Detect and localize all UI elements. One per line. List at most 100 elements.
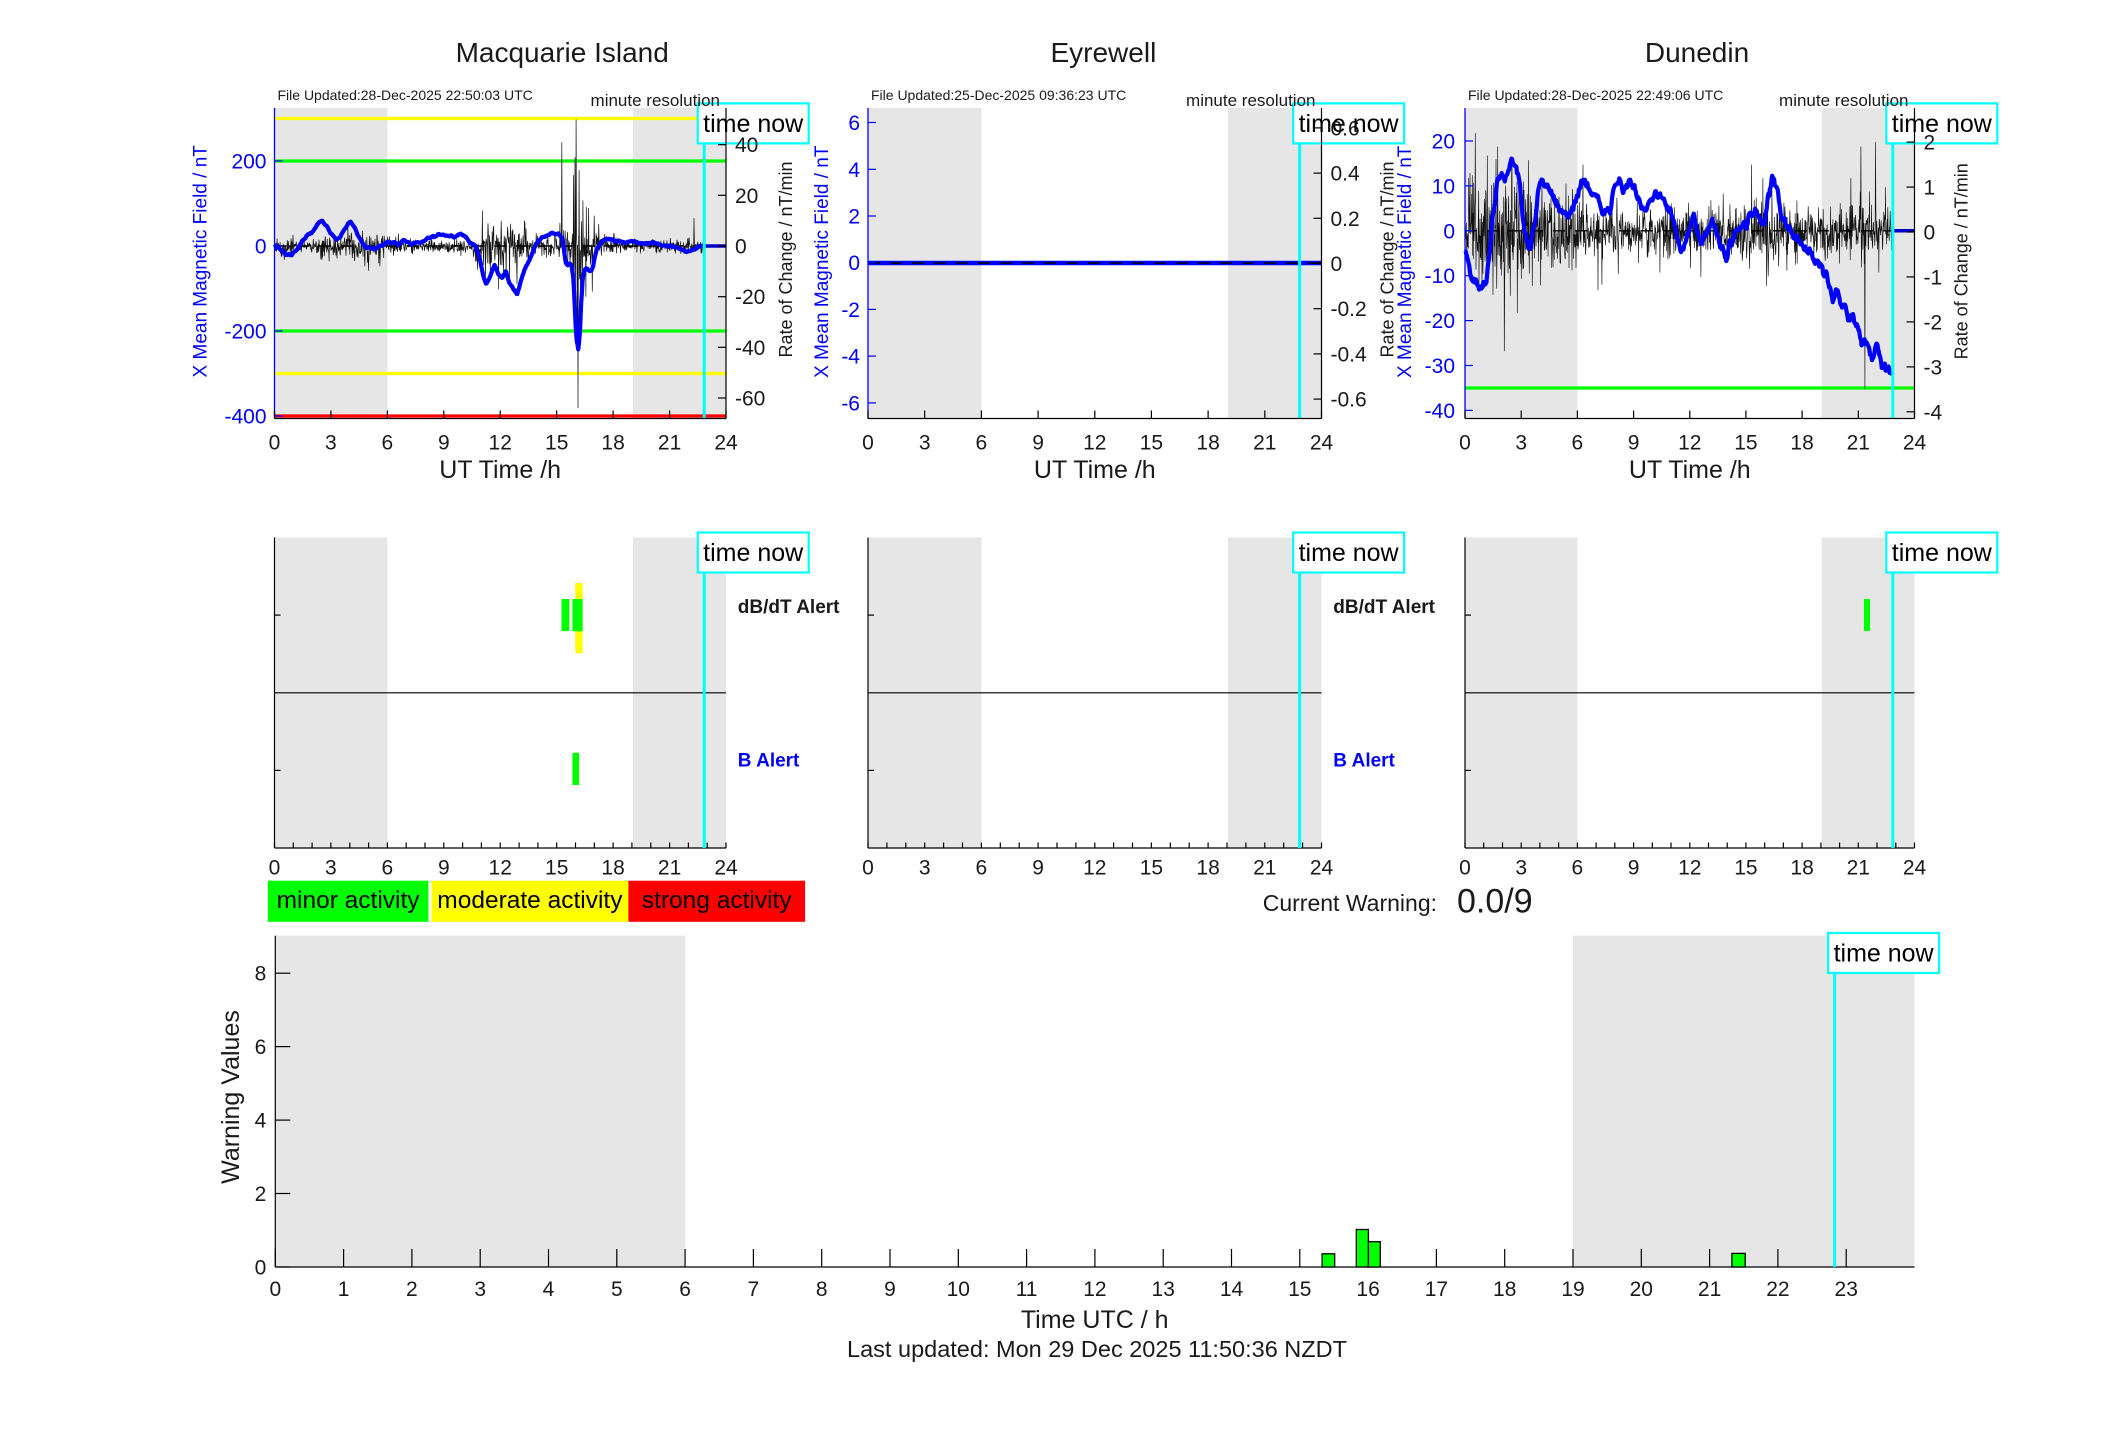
svg-text:0: 0	[735, 236, 747, 259]
svg-text:9: 9	[1032, 857, 1044, 880]
svg-text:dB/dT Alert: dB/dT Alert	[738, 597, 840, 618]
svg-text:18: 18	[1196, 857, 1219, 880]
svg-text:0: 0	[269, 432, 281, 455]
svg-text:12: 12	[1678, 432, 1701, 455]
svg-text:0: 0	[1331, 253, 1343, 276]
svg-text:6: 6	[1572, 857, 1584, 880]
svg-text:-10: -10	[1425, 265, 1455, 288]
svg-text:18: 18	[1790, 432, 1813, 455]
svg-text:2: 2	[406, 1278, 418, 1301]
svg-text:12: 12	[1678, 857, 1701, 880]
svg-text:Warning Values: Warning Values	[217, 1010, 245, 1184]
svg-text:-400: -400	[224, 406, 266, 429]
svg-text:Dunedin: Dunedin	[1645, 37, 1749, 68]
svg-text:24: 24	[1310, 857, 1334, 880]
svg-text:0: 0	[1924, 222, 1936, 245]
svg-text:12: 12	[1083, 432, 1106, 455]
svg-text:File Updated:28-Dec-2025 22:49: File Updated:28-Dec-2025 22:49:06 UTC	[1468, 87, 1723, 103]
svg-text:-40: -40	[1425, 400, 1455, 423]
svg-text:13: 13	[1152, 1278, 1175, 1301]
svg-text:40: 40	[735, 134, 758, 157]
svg-text:200: 200	[231, 151, 266, 174]
svg-text:Eyrewell: Eyrewell	[1050, 37, 1156, 68]
svg-text:Rate of Change / nT/min: Rate of Change / nT/min	[1952, 163, 1972, 359]
svg-text:9: 9	[1628, 432, 1640, 455]
svg-text:10: 10	[947, 1278, 970, 1301]
svg-text:24: 24	[1903, 857, 1927, 880]
svg-text:3: 3	[1515, 857, 1527, 880]
svg-text:18: 18	[1493, 1278, 1516, 1301]
svg-text:21: 21	[1847, 857, 1870, 880]
svg-text:0: 0	[255, 1257, 267, 1280]
svg-text:6: 6	[382, 857, 394, 880]
svg-text:-200: -200	[224, 321, 266, 344]
svg-text:3: 3	[474, 1278, 486, 1301]
svg-text:21: 21	[1698, 1278, 1721, 1301]
svg-text:time now: time now	[1834, 940, 1935, 968]
svg-text:X Mean Magnetic Field / nT: X Mean Magnetic Field / nT	[812, 145, 833, 378]
svg-text:19: 19	[1561, 1278, 1584, 1301]
svg-text:time now: time now	[1892, 539, 1993, 567]
svg-text:24: 24	[714, 432, 738, 455]
svg-text:Time UTC / h: Time UTC / h	[1021, 1306, 1169, 1334]
svg-text:21: 21	[1253, 857, 1276, 880]
svg-text:0: 0	[269, 1278, 281, 1301]
svg-text:0.2: 0.2	[1331, 208, 1360, 231]
svg-text:9: 9	[1628, 857, 1640, 880]
svg-text:Macquarie Island: Macquarie Island	[456, 37, 669, 68]
svg-text:0: 0	[1459, 857, 1471, 880]
svg-text:7: 7	[748, 1278, 760, 1301]
svg-text:UT Time /h: UT Time /h	[1034, 456, 1156, 484]
svg-text:24: 24	[1903, 432, 1927, 455]
svg-text:4: 4	[543, 1278, 555, 1301]
svg-text:3: 3	[919, 432, 931, 455]
svg-text:minor activity: minor activity	[277, 887, 421, 914]
svg-text:2: 2	[848, 206, 860, 229]
svg-text:16: 16	[1356, 1278, 1379, 1301]
svg-text:UT Time /h: UT Time /h	[1629, 456, 1751, 484]
svg-text:-2: -2	[1924, 311, 1943, 334]
svg-text:minute resolution: minute resolution	[1186, 91, 1315, 110]
svg-text:14: 14	[1220, 1278, 1244, 1301]
svg-text:-6: -6	[841, 392, 860, 415]
svg-text:-30: -30	[1425, 355, 1455, 378]
svg-text:21: 21	[1253, 432, 1276, 455]
svg-text:8: 8	[816, 1278, 828, 1301]
svg-text:6: 6	[1572, 432, 1584, 455]
svg-text:9: 9	[438, 432, 450, 455]
svg-text:15: 15	[1288, 1278, 1311, 1301]
svg-text:time now: time now	[703, 539, 804, 567]
svg-text:0.4: 0.4	[1331, 163, 1361, 186]
svg-text:Current Warning:: Current Warning:	[1263, 890, 1437, 916]
svg-text:B Alert: B Alert	[1333, 751, 1395, 772]
svg-text:18: 18	[1790, 857, 1813, 880]
svg-text:strong activity: strong activity	[642, 887, 793, 914]
svg-text:1: 1	[1924, 177, 1936, 200]
svg-text:Rate of Change / nT/min: Rate of Change / nT/min	[1378, 161, 1398, 357]
svg-text:-40: -40	[735, 337, 765, 360]
svg-text:18: 18	[1196, 432, 1219, 455]
svg-text:20: 20	[1432, 131, 1455, 154]
svg-text:15: 15	[1140, 432, 1163, 455]
svg-text:1: 1	[338, 1278, 350, 1301]
svg-text:15: 15	[545, 432, 568, 455]
svg-text:23: 23	[1835, 1278, 1858, 1301]
svg-text:21: 21	[658, 432, 681, 455]
svg-text:15: 15	[545, 857, 568, 880]
svg-text:-0.6: -0.6	[1331, 389, 1367, 412]
svg-text:6: 6	[976, 857, 988, 880]
svg-text:-20: -20	[735, 286, 765, 309]
svg-text:time now: time now	[703, 110, 804, 138]
svg-text:File Updated:25-Dec-2025 09:36: File Updated:25-Dec-2025 09:36:23 UTC	[871, 87, 1126, 103]
svg-text:3: 3	[325, 857, 337, 880]
svg-text:-4: -4	[1924, 401, 1943, 424]
svg-text:11: 11	[1016, 1278, 1038, 1301]
svg-text:-4: -4	[841, 346, 860, 369]
svg-text:-2: -2	[841, 299, 860, 322]
svg-text:20: 20	[735, 185, 758, 208]
svg-text:File Updated:28-Dec-2025 22:50: File Updated:28-Dec-2025 22:50:03 UTC	[278, 87, 533, 103]
svg-text:9: 9	[1032, 432, 1044, 455]
svg-text:4: 4	[848, 159, 860, 182]
svg-text:15: 15	[1140, 857, 1163, 880]
svg-text:2: 2	[1924, 132, 1936, 155]
